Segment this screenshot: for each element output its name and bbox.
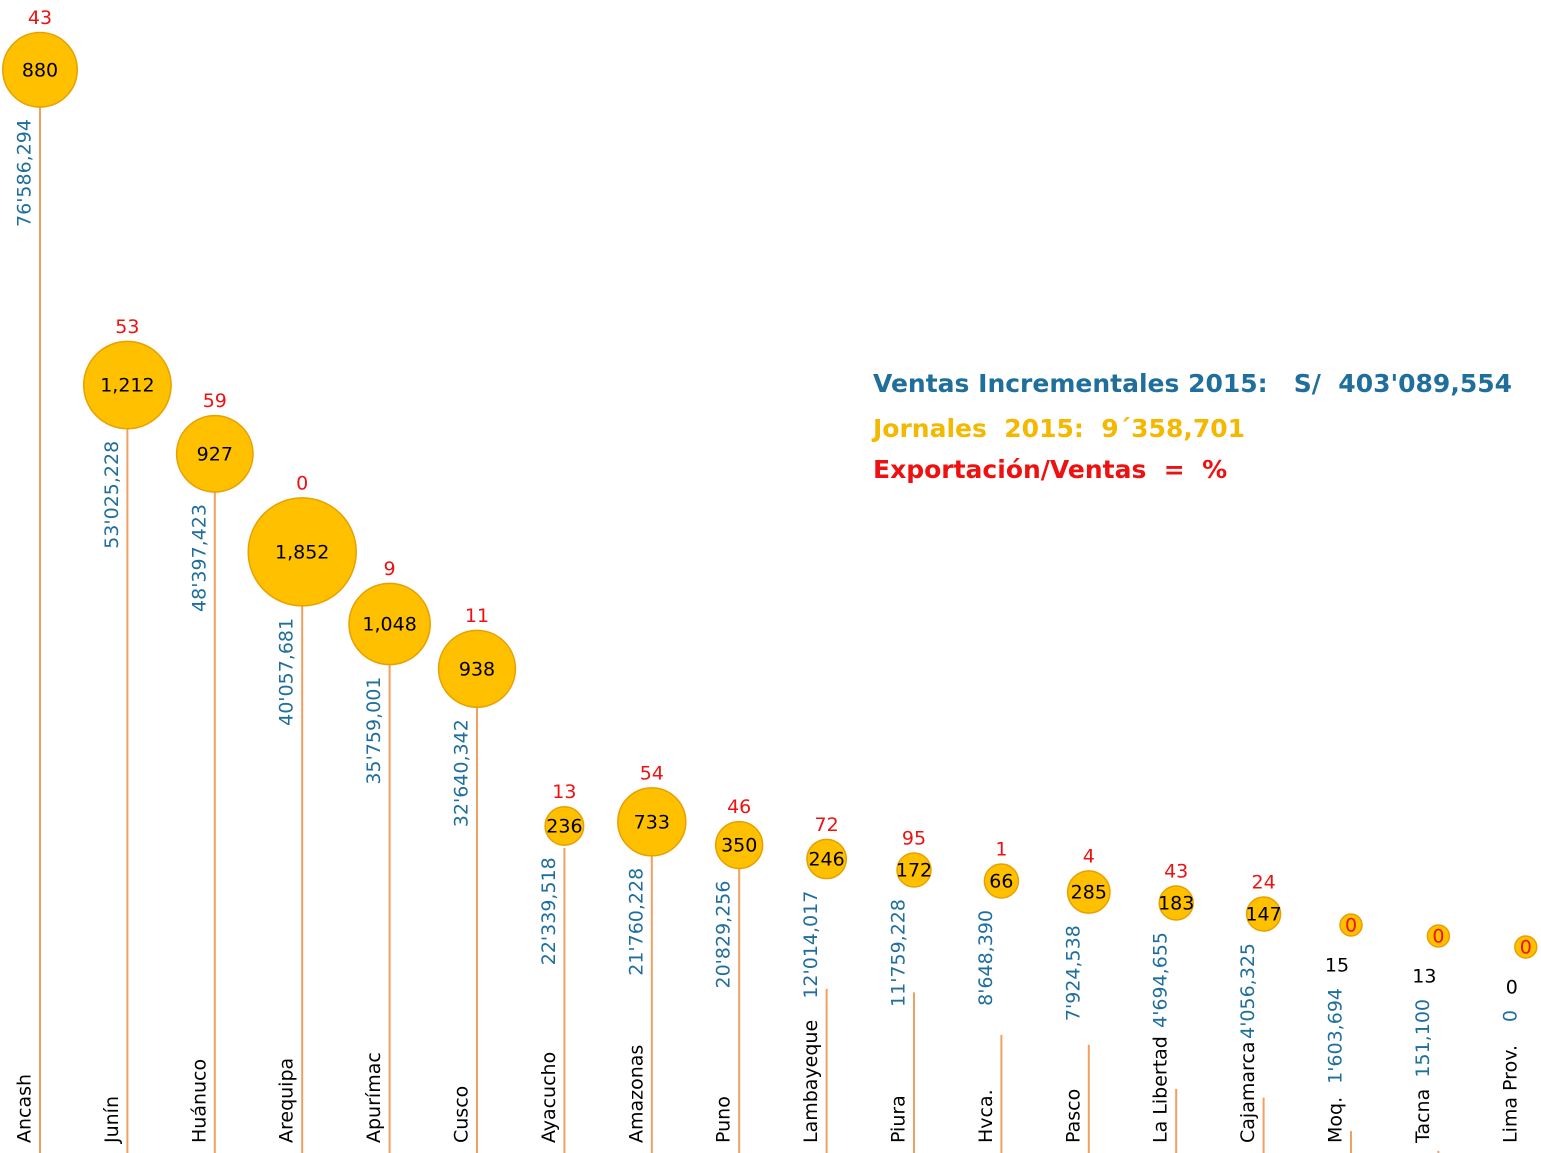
- ventas-label: 76'586,294: [14, 119, 36, 227]
- ventas-label: 32'640,342: [451, 719, 473, 827]
- ventas-label: 21'760,228: [625, 868, 647, 976]
- jornales-label: 733: [634, 811, 670, 833]
- export-label: 72: [815, 814, 839, 836]
- ventas-label: 53'025,228: [101, 441, 123, 549]
- category-label: Pasco: [1062, 1089, 1084, 1143]
- ventas-label: 1'603,694: [1325, 988, 1347, 1084]
- jornales-label: 938: [459, 658, 495, 680]
- export-label: 95: [902, 828, 926, 850]
- legend-exportacion: Exportación/Ventas = %: [873, 455, 1227, 484]
- export-label: 11: [465, 605, 489, 627]
- bubble: [896, 852, 932, 888]
- bubble: [1514, 935, 1538, 959]
- bubble: [1158, 885, 1194, 921]
- bubble: [1339, 913, 1363, 937]
- jornales-label: 172: [896, 860, 932, 882]
- bubble: [806, 838, 848, 880]
- bubble: [1066, 870, 1111, 914]
- jornales-label: 1,212: [100, 375, 154, 397]
- category-label: Lima Prov.: [1499, 1045, 1521, 1143]
- jornales-label: 880: [22, 59, 58, 81]
- category-label: Cusco: [451, 1086, 473, 1143]
- bubble: [175, 414, 254, 493]
- bubble: [2, 31, 78, 108]
- ventas-label: 0: [1499, 1010, 1521, 1022]
- jornales-label: 0: [1506, 977, 1518, 999]
- jornales-label: 285: [1071, 882, 1107, 904]
- bubble: [437, 629, 517, 708]
- jornales-label: 15: [1325, 955, 1349, 977]
- jornales-label: 927: [197, 443, 233, 465]
- jornales-label: 183: [1158, 893, 1194, 915]
- export-label: 1: [995, 839, 1007, 861]
- bubble: [247, 497, 357, 607]
- ventas-label: 8'648,390: [975, 910, 997, 1006]
- ventas-label: 22'339,518: [538, 857, 560, 965]
- jornales-label: 1,048: [362, 613, 416, 635]
- ventas-label: 4'056,325: [1237, 943, 1259, 1039]
- jornales-label: 236: [546, 816, 582, 838]
- legend-ventas: Ventas Incrementales 2015: S/ 403'089,55…: [873, 369, 1512, 398]
- category-label: Huánuco: [188, 1059, 210, 1143]
- export-label: 59: [203, 390, 227, 412]
- bubble: [348, 582, 431, 666]
- export-label: 0: [1345, 915, 1357, 937]
- export-label: 0: [1432, 926, 1444, 948]
- category-label: Ayacucho: [538, 1052, 560, 1143]
- category-label: Piura: [888, 1095, 910, 1143]
- jornales-label: 246: [808, 849, 844, 871]
- ventas-label: 11'759,228: [888, 899, 910, 1007]
- export-label: 54: [640, 762, 664, 784]
- export-label: 46: [727, 796, 751, 818]
- export-label: 0: [1520, 937, 1532, 959]
- category-label: Amazonas: [625, 1045, 647, 1143]
- jornales-label: 13: [1412, 966, 1436, 988]
- export-label: 24: [1252, 872, 1276, 894]
- ventas-label: 151,100: [1412, 999, 1434, 1078]
- export-label: 43: [28, 7, 52, 29]
- ventas-label: 35'759,001: [363, 677, 385, 785]
- export-label: 43: [1164, 861, 1188, 883]
- category-label: Moq.: [1325, 1097, 1347, 1143]
- ventas-label: 4'694,655: [1150, 932, 1172, 1028]
- category-label: Cajamarca: [1237, 1042, 1259, 1143]
- export-label: 53: [115, 316, 139, 338]
- ventas-label: 12'014,017: [800, 891, 822, 999]
- category-label: Puno: [713, 1096, 735, 1143]
- category-label: Tacna: [1412, 1089, 1434, 1144]
- bubble: [82, 340, 172, 430]
- export-label: 13: [552, 781, 576, 803]
- jornales-label: 350: [721, 835, 757, 857]
- bubble: [617, 787, 687, 857]
- category-label: Junín: [101, 1096, 123, 1144]
- export-label: 9: [384, 558, 396, 580]
- ventas-label: 48'397,423: [188, 504, 210, 612]
- category-label: Apurímac: [363, 1052, 385, 1143]
- category-label: Hvca.: [975, 1089, 997, 1143]
- category-label: Lambayeque: [800, 1020, 822, 1143]
- ventas-label: 7'924,538: [1062, 925, 1084, 1021]
- category-label: Ancash: [14, 1074, 36, 1143]
- category-label: La Libertad: [1150, 1036, 1172, 1143]
- ventas-label: 20'829,256: [713, 881, 735, 989]
- jornales-label: 1,852: [275, 541, 329, 563]
- bubble: [1245, 896, 1282, 932]
- export-label: 4: [1083, 845, 1095, 867]
- export-label: 0: [296, 472, 308, 494]
- bubble: [714, 820, 764, 870]
- bubble: [983, 863, 1020, 899]
- legend-jornales: Jornales 2015: 9´358,701: [871, 414, 1245, 443]
- category-label: Arequipa: [276, 1058, 298, 1143]
- jornales-label: 147: [1245, 904, 1281, 926]
- ventas-label: 40'057,681: [276, 618, 298, 726]
- bubble: [1426, 924, 1451, 948]
- bubble: [544, 805, 585, 847]
- jornales-label: 66: [989, 871, 1013, 893]
